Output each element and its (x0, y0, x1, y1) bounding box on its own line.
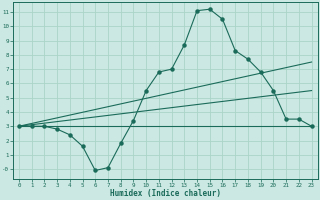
X-axis label: Humidex (Indice chaleur): Humidex (Indice chaleur) (110, 189, 221, 198)
